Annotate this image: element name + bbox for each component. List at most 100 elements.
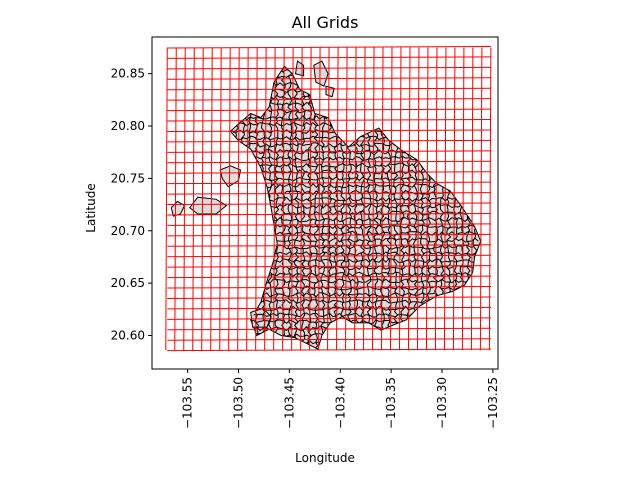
district-line-h — [230, 264, 479, 271]
grid-line-vertical — [389, 47, 393, 351]
grid-line-horizontal — [167, 348, 491, 352]
grid-line-vertical — [479, 47, 483, 351]
grid-line-vertical — [300, 47, 303, 351]
grid-line-vertical — [345, 47, 348, 351]
outlying-area-1 — [170, 200, 186, 217]
grid-line-vertical — [264, 47, 267, 351]
district-line-h — [230, 278, 479, 284]
grid-line-horizontal — [167, 181, 491, 185]
plot-content — [165, 45, 492, 352]
x-tick-label: −103.25 — [486, 377, 500, 429]
grid-line-horizontal — [167, 254, 491, 258]
grid-line-horizontal — [167, 192, 491, 195]
grid-line-vertical — [488, 47, 492, 351]
y-tick-label: 20.80 — [111, 119, 145, 133]
grid-line-horizontal — [167, 265, 491, 268]
grid-line-horizontal — [167, 150, 491, 153]
grid-line-vertical — [443, 47, 447, 351]
grid-line-vertical — [398, 47, 402, 351]
outlying-area-2 — [188, 196, 228, 215]
grid-line-vertical — [219, 47, 222, 351]
grid-line-vertical — [165, 47, 168, 351]
grid-line-horizontal — [167, 119, 491, 122]
y-axis-ticks: 20.60 20.65 20.70 20.75 20.80 20.85 — [111, 67, 152, 342]
grid-line-vertical — [309, 47, 312, 351]
y-axis-label: Latitude — [84, 183, 98, 232]
grid-line-vertical — [291, 47, 294, 351]
grid-line-horizontal — [167, 160, 491, 164]
grid-line-horizontal — [167, 66, 491, 70]
grid-line-vertical — [228, 47, 231, 351]
grid-line-horizontal — [167, 327, 491, 331]
district-line-h — [230, 196, 479, 202]
grid-line-horizontal — [167, 129, 491, 132]
x-axis-label: Longitude — [295, 451, 355, 465]
grid-line-horizontal — [167, 306, 491, 310]
grid-line-vertical — [282, 47, 285, 351]
grid-line-vertical — [273, 47, 276, 351]
x-tick-label: −103.55 — [181, 377, 195, 429]
x-tick-label: −103.30 — [435, 377, 449, 429]
grid-line-horizontal — [167, 202, 491, 206]
x-tick-label: −103.35 — [384, 377, 398, 429]
y-tick-label: 20.60 — [111, 328, 145, 342]
grid-line-vertical — [246, 47, 249, 351]
grid-line-vertical — [363, 47, 366, 351]
x-tick-label: −103.45 — [282, 377, 296, 429]
grid-line-vertical — [210, 47, 213, 351]
grid-line-horizontal — [167, 233, 491, 237]
chart-title: All Grids — [292, 13, 359, 32]
grid-line-vertical — [425, 47, 429, 351]
grid-line-vertical — [192, 47, 195, 351]
district-line-h — [230, 182, 479, 189]
y-tick-label: 20.70 — [111, 224, 145, 238]
district-line-h — [230, 271, 479, 277]
grid-line-vertical — [183, 47, 186, 351]
y-tick-label: 20.85 — [111, 67, 145, 81]
grid-line-horizontal — [167, 98, 491, 101]
grid-line-horizontal — [167, 108, 491, 112]
district-line-v — [300, 66, 306, 350]
district-line-v — [247, 66, 253, 350]
grid-line-vertical — [354, 47, 357, 351]
grid-line-horizontal — [167, 56, 491, 59]
grid-line-horizontal — [167, 286, 491, 289]
outlying-area-6 — [325, 85, 335, 98]
grid-line-vertical — [336, 47, 339, 351]
district-line-h — [230, 101, 479, 107]
grid-line-vertical — [318, 47, 321, 351]
x-tick-label: −103.40 — [333, 377, 347, 429]
x-tick-label: −103.50 — [232, 377, 246, 429]
outlying-area-5 — [313, 60, 329, 87]
grid-line-vertical — [372, 47, 375, 351]
grid-line-vertical — [452, 47, 456, 351]
y-tick-label: 20.75 — [111, 171, 145, 185]
grid-line-horizontal — [167, 139, 491, 143]
district-line-h — [230, 81, 479, 87]
grid-line-horizontal — [167, 45, 491, 49]
grid-line-vertical — [407, 47, 411, 351]
grid-line-horizontal — [167, 275, 491, 279]
district-line-v — [241, 66, 247, 350]
grid-line-horizontal — [167, 338, 491, 341]
grid-line-vertical — [470, 47, 474, 351]
district-line-h — [230, 203, 479, 209]
grid-line-vertical — [434, 47, 438, 351]
grid-line-horizontal — [167, 212, 491, 216]
red-grid — [165, 45, 492, 352]
grid-line-vertical — [255, 47, 258, 351]
grid-line-vertical — [381, 47, 384, 351]
grid-line-horizontal — [167, 223, 491, 226]
axes-frame — [151, 36, 499, 370]
grid-line-horizontal — [167, 244, 491, 247]
grid-line-horizontal — [167, 171, 491, 174]
grid-line-horizontal — [167, 87, 491, 91]
grid-line-horizontal — [167, 296, 491, 299]
grid-line-vertical — [201, 47, 204, 351]
grid-line-vertical — [461, 47, 465, 351]
x-axis-ticks: −103.55 −103.50 −103.45 −103.40 −103.35 −103.… — [181, 369, 500, 429]
grid-line-horizontal — [167, 77, 491, 80]
grid-line-vertical — [416, 47, 420, 351]
grid-line-horizontal — [167, 317, 491, 320]
